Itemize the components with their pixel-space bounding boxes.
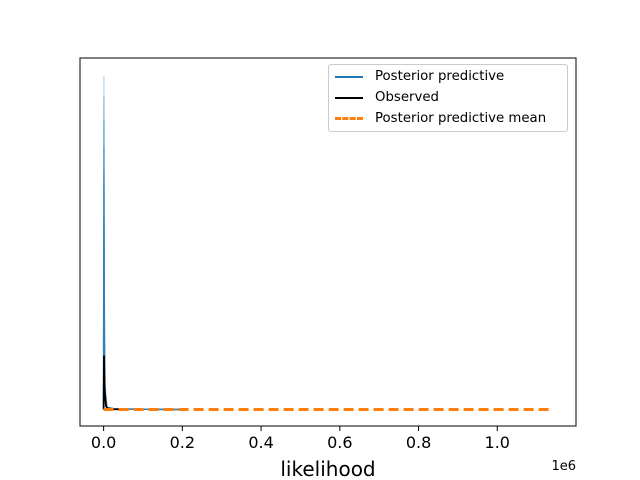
legend-label-posterior-predictive: Posterior predictive [375, 69, 505, 84]
x-tick-label-0: 0.0 [91, 433, 116, 452]
x-tick-label-3: 0.6 [327, 433, 352, 452]
x-offset-label: 1e6 [551, 459, 576, 474]
posterior-predictive-line-8 [102, 247, 183, 411]
posterior-predictive-line-3 [102, 146, 183, 411]
x-tick-label-5: 1.0 [485, 433, 510, 452]
posterior-predictive-line-0 [102, 76, 183, 411]
posterior-predictive-line-2 [102, 119, 183, 411]
legend-swatch-posterior-predictive [335, 76, 363, 78]
posterior-predictive-line-1 [102, 96, 183, 411]
legend-entry-observed: Observed [333, 88, 567, 108]
posterior-predictive-line-6 [102, 217, 183, 411]
x-tick-label-1: 0.2 [170, 433, 195, 452]
plot-frame [79, 57, 577, 427]
posterior-predictive-line-7 [102, 234, 183, 411]
legend-entry-posterior-predictive-mean: Posterior predictive mean [333, 109, 567, 129]
posterior-predictive-line-4 [102, 170, 183, 411]
legend-swatch-posterior-predictive-mean [335, 117, 363, 120]
x-tick-label-4: 0.8 [406, 433, 431, 452]
x-tick-label-2: 0.4 [248, 433, 273, 452]
legend-entry-posterior-predictive: Posterior predictive [333, 67, 567, 87]
legend-label-posterior-predictive-mean: Posterior predictive mean [375, 111, 547, 126]
legend: Posterior predictive Observed Posterior … [328, 64, 568, 132]
posterior-predictive-line-5 [102, 183, 183, 411]
legend-label-observed: Observed [375, 90, 439, 105]
x-axis-label: likelihood [280, 457, 375, 480]
legend-swatch-observed [335, 97, 363, 99]
